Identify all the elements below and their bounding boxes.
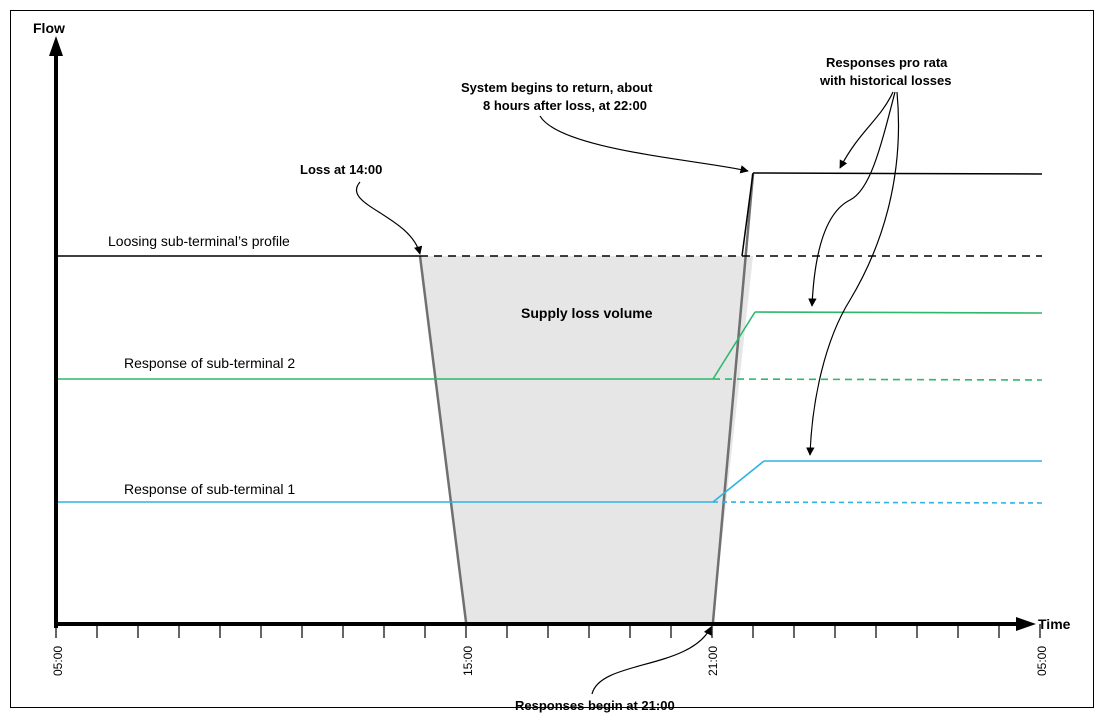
pro-rata-pointer-arrow-blue <box>806 91 900 456</box>
response-2-dashed <box>712 378 1043 381</box>
pro-rata-pointer-arrow-green <box>808 91 896 307</box>
tick-label-15: 15:00 <box>461 646 475 676</box>
y-axis-title: Flow <box>33 20 65 36</box>
response-1-label: Response of sub-terminal 1 <box>124 481 295 497</box>
tick-label-21: 21:00 <box>706 646 720 676</box>
response-1-dashed <box>712 501 1043 504</box>
pro-rata-annotation-line2: with historical losses <box>819 73 952 88</box>
loss-pointer-arrow <box>356 181 423 255</box>
system-return-rise <box>741 172 754 257</box>
supply-loss-volume-area <box>420 256 753 622</box>
pro-rata-pointer-arrow-black <box>839 91 894 169</box>
responses-begin-annotation: Responses begin at 21:00 <box>515 698 675 713</box>
x-axis-title: Time <box>1038 616 1071 632</box>
y-axis-arrowhead <box>49 36 63 56</box>
system-return-level <box>752 172 1043 175</box>
response-2-level <box>754 311 1043 314</box>
tick-label-end: 05:00 <box>1035 646 1049 676</box>
tick-label-start: 05:00 <box>51 646 65 676</box>
x-axis-ticks <box>55 624 1041 638</box>
loss-annotation: Loss at 14:00 <box>300 162 382 177</box>
loss-falling-edge <box>418 255 468 623</box>
response-2-label: Response of sub-terminal 2 <box>124 355 295 371</box>
system-return-annotation-line1: System begins to return, about <box>461 80 653 95</box>
return-rising-edge <box>711 173 755 623</box>
responses-begin-pointer-arrow <box>591 626 712 695</box>
x-axis-arrowhead <box>1016 617 1036 631</box>
profile-label: Loosing sub-terminal’s profile <box>108 233 290 249</box>
system-return-pointer-arrow <box>539 115 749 174</box>
response-1-rise <box>712 460 765 503</box>
pro-rata-annotation-line1: Responses pro rata <box>826 55 948 70</box>
supply-loss-volume-label: Supply loss volume <box>521 305 653 321</box>
system-return-annotation-line2: 8 hours after loss, at 22:00 <box>483 98 647 113</box>
frame-border <box>10 10 1094 708</box>
response-2-rise <box>712 311 756 380</box>
